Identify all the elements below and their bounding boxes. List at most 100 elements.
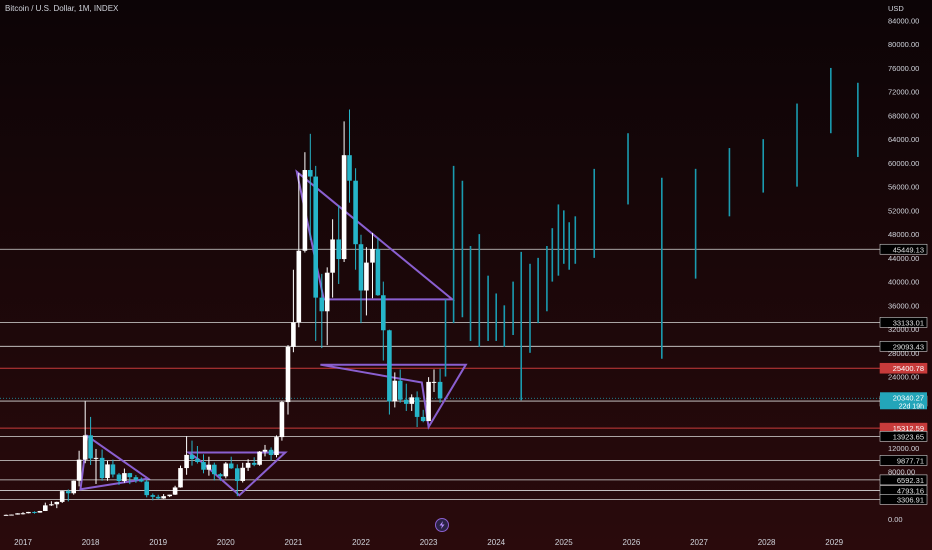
candle	[392, 372, 398, 408]
candle-body	[370, 248, 375, 263]
candle	[9, 514, 14, 516]
y-tick-label: 32000.00	[888, 325, 919, 334]
price-badge[interactable]: 29093.43	[879, 341, 928, 352]
y-tick-label: 0.00	[888, 515, 903, 524]
currency-label: USD	[888, 4, 904, 13]
candle	[150, 493, 156, 501]
y-tick-label: 28000.00	[888, 349, 919, 358]
y-tick-label: 8000.00	[888, 468, 915, 477]
candle-body	[251, 462, 257, 465]
candle-body	[403, 399, 409, 404]
price-badge[interactable]: 13923.65	[879, 431, 928, 442]
candle-body	[274, 437, 279, 456]
lightning-bolt-icon[interactable]	[435, 518, 449, 532]
y-tick-label: 80000.00	[888, 40, 919, 49]
x-tick-label: 2026	[623, 538, 641, 547]
candle-body	[409, 397, 414, 404]
candle	[105, 460, 110, 481]
price-badge[interactable]: 45449.13	[879, 243, 928, 255]
candle	[296, 172, 302, 328]
candle	[144, 479, 150, 498]
svg-text:6592.31: 6592.31	[897, 476, 924, 485]
candle-body	[324, 272, 330, 312]
candle	[234, 464, 240, 497]
candle	[285, 345, 291, 415]
candle-body	[15, 513, 20, 515]
candle	[218, 473, 223, 481]
candle-body	[336, 239, 341, 260]
candle-body	[178, 468, 183, 488]
candle	[279, 400, 285, 441]
candle-body	[161, 496, 166, 499]
candle-body	[437, 381, 443, 399]
candle-body	[375, 248, 381, 296]
candle	[375, 237, 381, 296]
candle-body	[234, 468, 240, 481]
price-badge[interactable]: 3306.91	[879, 494, 928, 505]
svg-text:29093.43: 29093.43	[893, 342, 924, 351]
candle	[184, 436, 189, 475]
candle-body	[358, 244, 364, 291]
candle-body	[308, 170, 313, 177]
pattern-drawing[interactable]	[79, 434, 151, 491]
price-badge[interactable]: 33133.01	[879, 317, 928, 328]
candle	[195, 445, 200, 464]
candle	[93, 448, 99, 484]
candle	[251, 457, 257, 467]
candle	[3, 514, 9, 516]
candle	[201, 454, 206, 474]
candle	[381, 281, 386, 361]
x-tick-label: 2024	[487, 538, 505, 547]
x-tick-label: 2017	[14, 538, 32, 547]
candle	[336, 205, 341, 284]
candle-body	[228, 463, 234, 469]
candle	[437, 368, 443, 403]
candle-body	[9, 514, 14, 516]
candle	[403, 383, 409, 411]
candle-body	[353, 180, 358, 245]
candle-body	[32, 511, 37, 513]
candle-body	[285, 346, 291, 403]
svg-text:20340.27: 20340.27	[893, 393, 924, 402]
y-tick-label: 24000.00	[888, 373, 919, 382]
price-badge[interactable]: 25400.78	[879, 362, 928, 374]
candle	[228, 456, 234, 469]
candle	[330, 219, 335, 298]
candle-body	[330, 239, 335, 273]
candle-body	[150, 495, 156, 497]
candle-body	[313, 176, 319, 298]
candle-body	[195, 459, 200, 463]
candle	[59, 490, 65, 503]
candle-body	[201, 462, 206, 470]
x-tick-label: 2021	[285, 538, 303, 547]
price-badge[interactable]: 6592.31	[879, 474, 928, 486]
candle-body	[26, 511, 31, 514]
pattern-drawing[interactable]	[185, 451, 288, 497]
candle	[15, 513, 20, 515]
candle	[397, 369, 403, 403]
candle	[302, 152, 308, 253]
candle	[189, 440, 195, 466]
x-tick-label: 2020	[217, 538, 235, 547]
candle-body	[240, 467, 245, 481]
price-badge[interactable]: 4793.16	[879, 485, 928, 496]
candle-body	[381, 295, 386, 331]
candle	[257, 451, 262, 466]
svg-text:45449.13: 45449.13	[893, 245, 924, 254]
candle-body	[431, 381, 437, 383]
candle	[347, 109, 352, 203]
y-tick-label: 12000.00	[888, 444, 919, 453]
candle	[245, 459, 251, 471]
candle	[341, 121, 347, 263]
candle	[308, 133, 313, 241]
price-badge[interactable]: 9877.71	[879, 455, 928, 466]
y-tick-label: 72000.00	[888, 88, 919, 97]
candle-body	[110, 464, 116, 475]
candle-body	[155, 496, 161, 499]
candle	[161, 494, 166, 499]
x-tick-label: 2018	[82, 538, 100, 547]
candle	[358, 234, 364, 324]
candle-body	[127, 473, 133, 478]
